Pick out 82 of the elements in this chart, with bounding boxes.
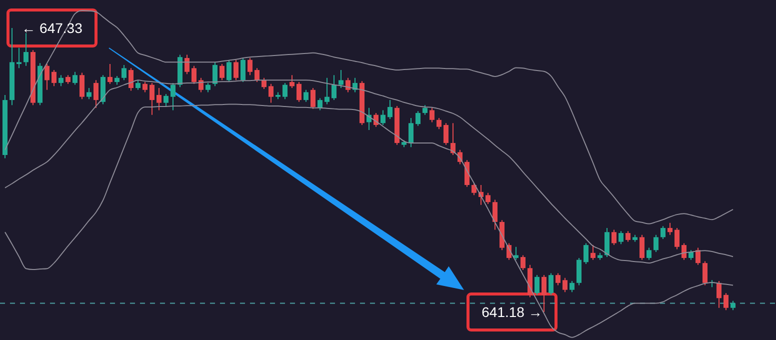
candlestick	[108, 64, 112, 84]
candlestick	[590, 244, 596, 260]
candlestick	[206, 82, 210, 93]
candlestick	[674, 227, 680, 250]
candlestick	[338, 70, 344, 89]
candlestick	[724, 292, 728, 311]
candlestick	[142, 82, 148, 93]
candlestick	[436, 118, 442, 130]
candlestick	[226, 59, 232, 83]
candlestick	[612, 229, 616, 246]
candlestick	[486, 192, 490, 204]
candlestick	[388, 100, 392, 120]
candlestick	[514, 246, 518, 260]
candlestick	[542, 274, 546, 312]
candlestick	[234, 59, 238, 81]
candlestick	[408, 118, 414, 148]
candlestick	[128, 68, 134, 92]
candlestick	[324, 77, 330, 105]
candlestick	[318, 98, 322, 111]
candlestick	[640, 234, 644, 260]
candlestick	[730, 300, 736, 311]
candlestick	[534, 274, 540, 296]
candlestick	[220, 64, 224, 81]
candlestick	[24, 32, 28, 66]
candlestick	[136, 80, 140, 90]
candlestick	[668, 222, 672, 236]
candlestick	[380, 110, 386, 126]
candlestick	[296, 82, 302, 102]
candlestick	[16, 47, 22, 69]
annotation: ← 647.33	[22, 20, 83, 36]
candlestick	[688, 250, 694, 260]
candlestick	[212, 62, 218, 87]
candlestick	[310, 88, 316, 110]
candlestick	[346, 77, 350, 93]
candlestick	[332, 74, 336, 101]
candlestick	[570, 280, 574, 293]
candlestick	[422, 104, 428, 116]
candlestick	[304, 89, 308, 102]
candlestick	[52, 70, 56, 87]
candlestick	[444, 122, 448, 146]
candlestick	[548, 272, 554, 296]
candlestick	[472, 182, 476, 196]
candlestick	[184, 54, 190, 75]
annotation: 641.18 →	[482, 304, 542, 320]
candlestick	[156, 88, 162, 111]
candlestick	[660, 226, 666, 240]
candlestick	[198, 77, 204, 93]
candlestick	[282, 82, 288, 100]
candlestick	[58, 74, 64, 87]
candlestick	[430, 107, 434, 123]
candlestick	[80, 72, 84, 100]
candlestick	[240, 58, 246, 83]
candlestick	[576, 257, 582, 286]
candlestick	[520, 254, 526, 270]
candlestick	[94, 80, 98, 108]
candlestick	[702, 260, 708, 286]
candlestick	[248, 58, 252, 76]
candlestick	[604, 227, 610, 258]
candlestick	[562, 277, 568, 293]
candlestick	[44, 64, 50, 90]
candlestick	[654, 234, 658, 252]
candlestick	[86, 88, 92, 100]
candlestick	[170, 82, 176, 111]
candlestick	[192, 65, 196, 84]
candlestick	[626, 230, 630, 242]
candlestick	[716, 280, 722, 308]
candlestick	[556, 272, 560, 286]
candlestick	[254, 68, 260, 83]
candlestick	[682, 242, 686, 260]
candlestick	[290, 74, 294, 89]
candlestick	[268, 83, 274, 104]
candlestick	[72, 71, 78, 86]
candlestick	[164, 94, 168, 107]
candlestick	[262, 77, 266, 90]
candlestick	[696, 247, 700, 266]
candlestick	[584, 242, 588, 264]
candlestick	[150, 82, 154, 116]
candlestick	[416, 110, 420, 126]
candlestick	[492, 199, 498, 230]
candlestick	[646, 247, 652, 260]
candlestick	[618, 230, 624, 245]
candlestick	[122, 64, 126, 81]
